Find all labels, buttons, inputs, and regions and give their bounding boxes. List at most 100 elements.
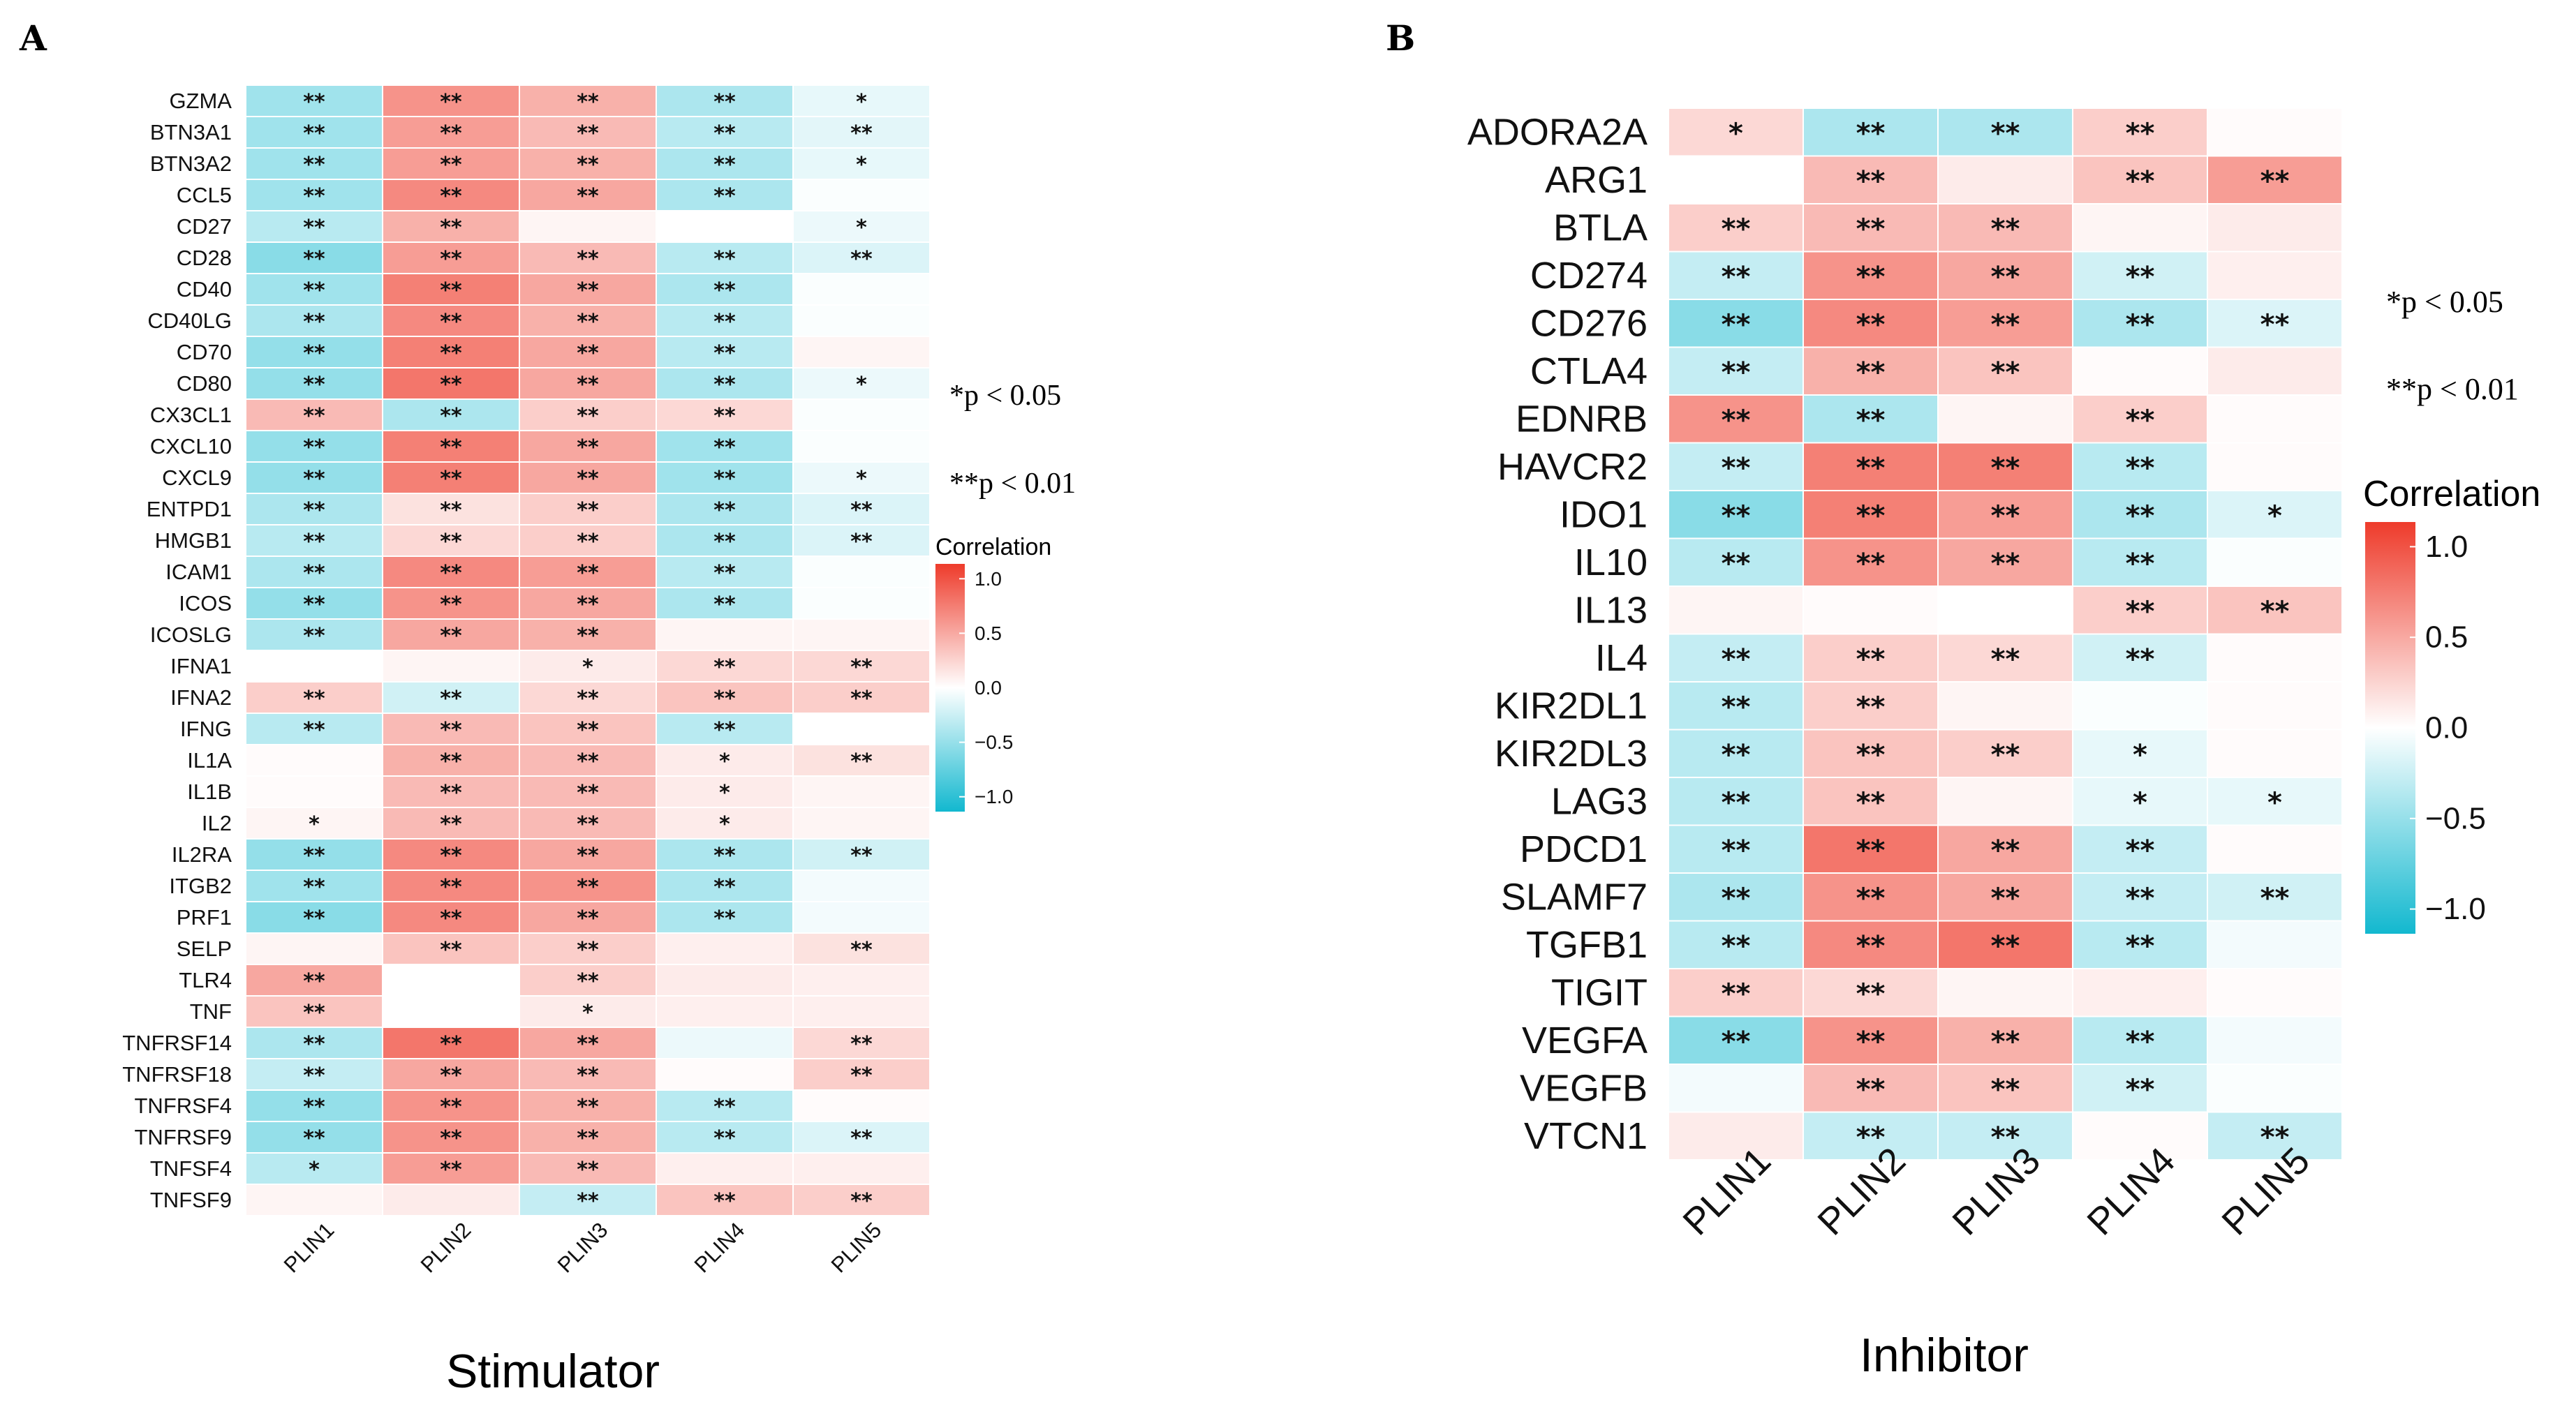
heatmap-cell-cd274-plin5 [2207, 251, 2343, 300]
significance-mark-ido1-plin5: * [2267, 500, 2282, 532]
row-label-havcr2: HAVCR2 [1497, 446, 1648, 488]
heatmap-cell-il4-plin4 [2072, 633, 2208, 683]
significance-mark-ccl5-plin1: ** [303, 184, 325, 209]
heatmap-cell-vegfa-plin1 [1668, 1015, 1804, 1065]
heatmap-cell-icos-plin1 [245, 587, 383, 620]
row-label-cd70: CD70 [177, 340, 232, 364]
legend-tick-label: 1.0 [2425, 530, 2468, 564]
heatmap-cell-cx3cl1-plin4 [656, 398, 794, 431]
significance-mark-ifna2-plin2: ** [440, 687, 462, 711]
heatmap-cell-arg1-plin4 [2072, 155, 2208, 204]
significance-mark-tnfrsf18-plin1: ** [303, 1064, 325, 1088]
significance-mark-kir2dl3-plin3: ** [1991, 739, 2020, 771]
row-label-tigit: TIGIT [1551, 971, 1648, 1013]
heatmap-cell-tnfsf9-plin2 [382, 1184, 520, 1216]
heatmap-cell-icos-plin5 [792, 587, 931, 620]
heatmap-cell-adora2a-plin5 [2207, 107, 2343, 157]
significance-mark-cxcl10-plin3: ** [577, 435, 599, 460]
row-label-ifna2: IFNA2 [170, 685, 232, 710]
heatmap-cell-havcr2-plin2 [1803, 442, 1939, 491]
heatmap-cell-tnf-plin3 [519, 995, 657, 1028]
significance-mark-lag3-plin1: ** [1722, 786, 1751, 819]
significance-mark-kir2dl3-plin1: ** [1722, 739, 1751, 771]
heatmap-cell-ednrb-plin2 [1803, 394, 1939, 444]
heatmap-cell-selp-plin1 [245, 932, 383, 965]
significance-mark-hmgb1-plin5: ** [850, 530, 873, 554]
heatmap-cell-arg1-plin3 [1937, 155, 2073, 204]
significance-mark-tgfb1-plin3: ** [1991, 930, 2020, 962]
significance-mark-vegfa-plin4: ** [2126, 1026, 2155, 1058]
row-label-tnfsf9: TNFSF9 [150, 1188, 232, 1212]
significance-mark-gzma-plin4: ** [713, 90, 736, 114]
heatmap-cell-icoslg-plin5 [792, 618, 931, 651]
significance-mark-btn3a2-plin5: * [856, 153, 867, 177]
legend-tick-label: 0.5 [2425, 620, 2468, 655]
significance-mark-tnfsf4-plin3: ** [577, 1158, 599, 1182]
significance-mark-cd70-plin4: ** [713, 341, 736, 366]
heatmap-cell-kir2dl3-plin2 [1803, 729, 1939, 778]
heatmap-cell-cd70-plin5 [792, 336, 931, 368]
heatmap-cell-vegfb-plin2 [1803, 1064, 1939, 1113]
significance-mark-ifna2-plin1: ** [303, 687, 325, 711]
row-label-il1a: IL1A [187, 748, 232, 773]
significance-mark-cx3cl1-plin3: ** [577, 404, 599, 428]
significance-mark-kir2dl1-plin2: ** [1856, 691, 1886, 723]
row-label-cd28: CD28 [177, 246, 232, 270]
heatmap-cell-btn3a2-plin2 [382, 147, 520, 180]
significance-mark-tnfrsf14-plin1: ** [303, 1032, 325, 1057]
significance-mark-ido1-plin2: ** [1856, 500, 1886, 532]
heatmap-cell-il1b-plin4 [656, 775, 794, 808]
significance-mark-arg1-plin4: ** [2126, 165, 2155, 197]
heatmap-cell-selp-plin3 [519, 932, 657, 965]
significance-mark-pdcd1-plin1: ** [1722, 835, 1751, 867]
significance-mark-havcr2-plin4: ** [2126, 452, 2155, 484]
row-label-il2: IL2 [202, 811, 232, 835]
significance-mark-vegfa-plin1: ** [1722, 1026, 1751, 1058]
heatmap-cell-vegfa-plin2 [1803, 1015, 1939, 1065]
significance-mark-cd274-plin2: ** [1856, 261, 1886, 293]
heatmap-cell-tnfsf4-plin5 [792, 1152, 931, 1185]
significance-mark-tnfrsf4-plin1: ** [303, 1095, 325, 1119]
heatmap-cell-cd27-plin3 [519, 210, 657, 243]
heatmap-cell-cd40-plin2 [382, 273, 520, 306]
column-label-plin4: PLIN4 [690, 1218, 750, 1278]
panel-a-significance-notes: *p < 0.05 **p < 0.01 [949, 380, 1076, 500]
heatmap-cell-cxcl10-plin1 [245, 430, 383, 463]
significance-mark-tnfrsf18-plin3: ** [577, 1064, 599, 1088]
significance-mark-icam1-plin4: ** [713, 561, 736, 586]
significance-mark-itgb2-plin1: ** [303, 875, 325, 900]
significance-mark-tnfrsf4-plin2: ** [440, 1095, 462, 1119]
significance-mark-il1b-plin3: ** [577, 781, 599, 805]
significance-mark-kir2dl1-plin1: ** [1722, 691, 1751, 723]
row-label-icam1: ICAM1 [165, 560, 232, 584]
significance-mark-tigit-plin2: ** [1856, 978, 1886, 1010]
heatmap-cell-icam1-plin3 [519, 556, 657, 588]
significance-mark-lag3-plin4: * [2133, 786, 2147, 819]
heatmap-cell-il2-plin5 [792, 807, 931, 840]
heatmap-cell-entpd1-plin2 [382, 493, 520, 525]
significance-mark-kir2dl3-plin4: * [2133, 739, 2147, 771]
heatmap-cell-havcr2-plin5 [2207, 442, 2343, 491]
significance-mark-tnfrsf14-plin3: ** [577, 1032, 599, 1057]
significance-mark-arg1-plin5: ** [2260, 165, 2290, 197]
row-label-il2ra: IL2RA [172, 842, 232, 867]
panel-b-significance-notes: *p < 0.05 **p < 0.01 [2386, 285, 2519, 406]
row-label-btla: BTLA [1553, 207, 1648, 248]
significance-mark-vegfb-plin4: ** [2126, 1073, 2155, 1105]
heatmap-cell-btn3a1-plin5 [792, 116, 931, 149]
row-label-lag3: LAG3 [1551, 780, 1648, 822]
heatmap-cell-il2ra-plin4 [656, 838, 794, 871]
significance-mark-il10-plin2: ** [1856, 548, 1886, 580]
significance-mark-cd80-plin4: ** [713, 373, 736, 397]
heatmap-cell-il1b-plin1 [245, 775, 383, 808]
heatmap-cell-ifna1-plin3 [519, 650, 657, 683]
significance-mark-tigit-plin1: ** [1722, 978, 1751, 1010]
panel-a-stimulator: A ** ** ** ** *** ** ** ** **** ** ** ** *** ** ** ****… [19, 17, 1076, 1398]
heatmap-cell-kir2dl3-plin4 [2072, 729, 2208, 778]
significance-mark-ctla4-plin2: ** [1856, 357, 1886, 389]
heatmap-cell-tgfb1-plin1 [1668, 920, 1804, 969]
heatmap-cell-gzma-plin1 [245, 84, 383, 117]
heatmap-cell-ifng-plin5 [792, 713, 931, 745]
heatmap-cell-il1b-plin3 [519, 775, 657, 808]
significance-mark-prf1-plin4: ** [713, 907, 736, 931]
